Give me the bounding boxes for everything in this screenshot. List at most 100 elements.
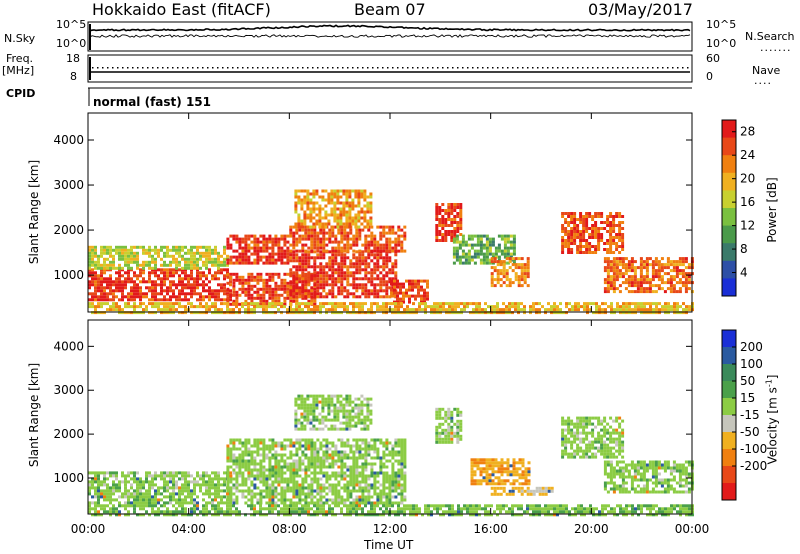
heatmap-cell	[124, 495, 127, 499]
heatmap-cell	[385, 302, 388, 306]
heatmap-cell	[214, 486, 217, 490]
nave-dot	[637, 67, 639, 69]
heatmap-cell	[476, 249, 480, 253]
heatmap-cell	[452, 240, 456, 244]
heatmap-cell	[295, 441, 299, 445]
heatmap-cell	[175, 260, 178, 264]
heatmap-cell	[382, 259, 386, 263]
heatmap-cell	[349, 283, 353, 287]
heatmap-cell	[382, 486, 386, 490]
heatmap-cell	[397, 477, 401, 481]
heatmap-cell	[319, 292, 323, 296]
heatmap-cell	[169, 295, 172, 299]
heatmap-cell	[390, 288, 393, 292]
heatmap-cell	[265, 477, 269, 481]
heatmap-cell	[295, 495, 299, 499]
heatmap-cell	[289, 243, 293, 247]
heatmap-cell	[202, 477, 205, 481]
heatmap-cell	[310, 265, 314, 269]
heatmap-cell	[661, 308, 664, 312]
heatmap-cell	[391, 286, 395, 290]
heatmap-cell	[461, 243, 465, 247]
heatmap-cell	[370, 447, 374, 451]
heatmap-cell	[678, 281, 682, 285]
heatmap-cell	[94, 480, 97, 484]
heatmap-cell	[202, 311, 205, 315]
heatmap-cell	[115, 286, 118, 290]
heatmap-cell	[97, 266, 100, 270]
heatmap-cell	[405, 288, 408, 292]
heatmap-cell	[139, 289, 142, 293]
nave-dot	[677, 67, 679, 69]
heatmap-cell	[349, 444, 353, 448]
heatmap-cell	[289, 311, 292, 315]
nave-dot	[627, 67, 629, 69]
heatmap-cell	[103, 286, 106, 290]
heatmap-cell	[268, 495, 272, 499]
heatmap-cell	[172, 498, 175, 502]
nave-dot	[402, 67, 404, 69]
heatmap-cell	[118, 483, 121, 487]
heatmap-cell	[247, 471, 251, 475]
heatmap-cell	[512, 243, 516, 247]
heatmap-cell	[262, 284, 266, 288]
heatmap-cell	[103, 271, 106, 275]
heatmap-cell	[424, 305, 427, 309]
heatmap-cell	[568, 302, 571, 306]
heatmap-cell	[394, 259, 398, 263]
heatmap-cell	[367, 253, 371, 257]
heatmap-cell	[298, 444, 302, 448]
heatmap-cell	[286, 293, 290, 297]
heatmap-cell	[349, 495, 353, 499]
heatmap-cell	[340, 474, 344, 478]
nave-dot	[652, 67, 654, 69]
heatmap-cell	[253, 477, 257, 481]
heatmap-cell	[331, 456, 335, 460]
heatmap-cell	[289, 489, 293, 493]
heatmap-cell	[91, 277, 94, 281]
heatmap-cell	[441, 224, 445, 227]
heatmap-cell	[301, 286, 305, 290]
heatmap-cell	[600, 236, 604, 239]
heatmap-cell	[256, 498, 260, 502]
heatmap-cell	[352, 462, 356, 466]
heatmap-cell	[145, 489, 148, 493]
heatmap-cell	[139, 280, 142, 284]
heatmap-cell	[606, 284, 610, 288]
heatmap-cell	[271, 252, 275, 256]
heatmap-cell	[178, 486, 181, 490]
heatmap-cell	[100, 311, 103, 315]
heatmap-cell	[265, 287, 269, 291]
heatmap-cell	[343, 237, 347, 241]
heatmap-cell	[367, 441, 371, 445]
heatmap-cell	[196, 480, 199, 484]
heatmap-cell	[262, 299, 266, 303]
heatmap-cell	[274, 495, 278, 499]
heatmap-cell	[268, 501, 272, 505]
heatmap-cell	[667, 302, 670, 306]
heatmap-cell	[91, 245, 94, 249]
nave-dot	[687, 67, 689, 69]
heatmap-cell	[106, 486, 109, 490]
heatmap-cell	[672, 290, 676, 294]
heatmap-cell	[670, 305, 673, 309]
heatmap-cell	[612, 230, 616, 233]
heatmap-cell	[124, 286, 127, 290]
heatmap-cell	[609, 227, 613, 230]
heatmap-cell	[322, 228, 326, 232]
heatmap-cell	[280, 465, 284, 469]
heatmap-cell	[567, 215, 571, 218]
heatmap-cell	[306, 213, 310, 217]
heatmap-cell	[609, 260, 613, 264]
heatmap-cell	[411, 279, 414, 283]
heatmap-cell	[499, 278, 503, 282]
heatmap-cell	[244, 243, 248, 247]
heatmap-cell	[166, 298, 169, 302]
heatmap-cell	[364, 277, 368, 281]
heatmap-cell	[244, 480, 248, 484]
heatmap-cell	[133, 260, 136, 264]
heatmap-cell	[367, 277, 371, 281]
heatmap-cell	[268, 462, 272, 466]
heatmap-cell	[148, 483, 151, 487]
heatmap-cell	[508, 284, 512, 288]
